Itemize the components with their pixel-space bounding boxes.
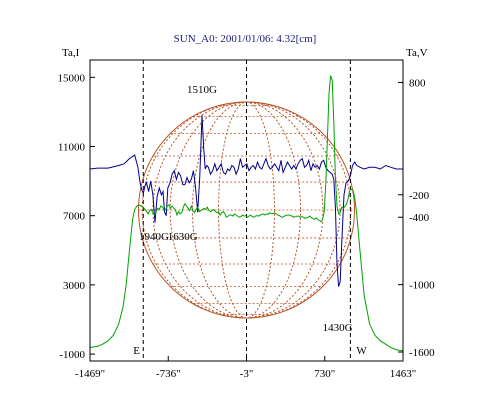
x-axis-ticks: -1469" -736" -3" 730" 1463" xyxy=(75,356,416,380)
region-label: 1630G xyxy=(168,231,198,243)
region-label: 1430G xyxy=(323,322,353,334)
left-axis-ticks: 15000 11000 7000 3000 -1000 xyxy=(58,72,95,361)
region-label: 1510G xyxy=(187,84,217,96)
right-tick-label: 800 xyxy=(409,77,426,89)
right-axis-label: Ta,V xyxy=(406,47,428,59)
right-axis-ticks: 800 -200 -400 -1000 -1600 xyxy=(398,77,435,359)
right-tick-label: -1000 xyxy=(409,280,435,292)
right-tick-label: -1600 xyxy=(409,347,435,359)
x-tick-label: -3" xyxy=(240,368,254,380)
left-tick-label: 11000 xyxy=(58,141,86,153)
polarization-series xyxy=(89,75,404,352)
limb-label: E xyxy=(133,345,140,357)
x-tick-label: -1469" xyxy=(75,368,105,380)
chart-title: SUN_A0: 2001/01/06: 4.32[cm] xyxy=(174,33,317,45)
series-layer xyxy=(89,75,404,352)
left-tick-label: 15000 xyxy=(58,72,86,84)
limb-label: W xyxy=(356,345,367,357)
left-tick-label: 7000 xyxy=(63,211,86,223)
right-tick-label: -400 xyxy=(409,212,430,224)
intensity-series xyxy=(89,115,403,287)
right-tick-label: -200 xyxy=(409,190,430,202)
left-tick-label: 3000 xyxy=(63,280,86,292)
region-label: 1940G xyxy=(139,231,169,243)
left-axis-label: Ta,I xyxy=(62,47,80,59)
x-tick-label: 730" xyxy=(314,368,335,380)
x-tick-label: 1463" xyxy=(390,368,417,380)
x-tick-label: -736" xyxy=(156,368,181,380)
left-tick-label: -1000 xyxy=(59,349,85,361)
